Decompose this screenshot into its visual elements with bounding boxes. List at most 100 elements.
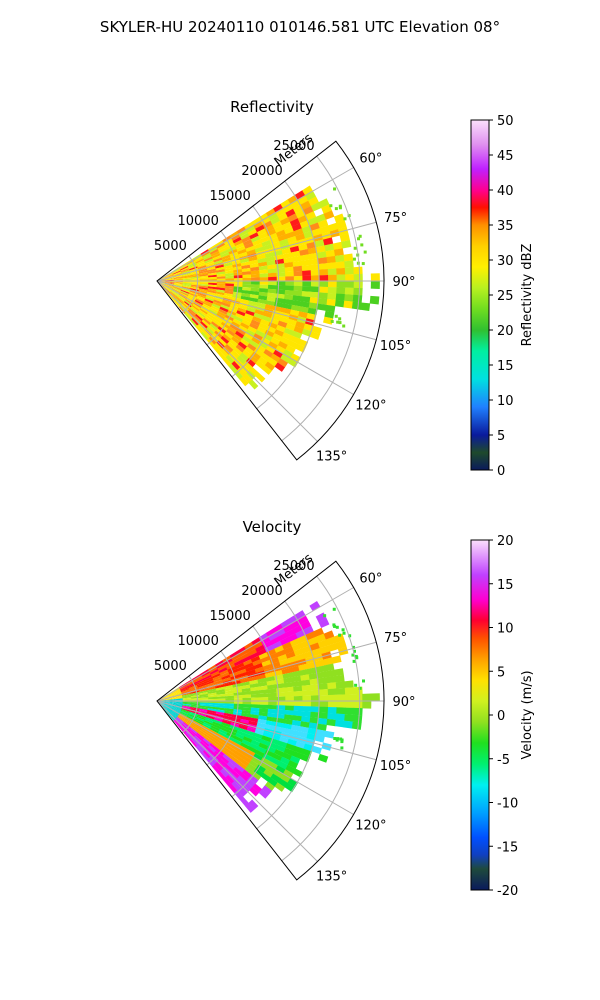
echo-cell — [197, 685, 207, 690]
echo-cell — [196, 259, 206, 266]
echo-cell — [327, 292, 337, 300]
echo-cell — [188, 712, 198, 718]
echo-cell — [284, 709, 294, 716]
echo-cell — [199, 308, 209, 315]
echo-cell — [193, 673, 202, 680]
echo-cell — [207, 692, 217, 696]
echo-cell — [244, 346, 255, 356]
echo-cell — [173, 720, 181, 728]
echo-cell — [250, 704, 261, 709]
echo-cell — [260, 655, 270, 664]
echo-cell — [222, 333, 232, 342]
echo-cell — [190, 708, 200, 712]
echo-cell — [335, 293, 346, 301]
echo-cell — [251, 351, 262, 361]
echo-cell — [215, 269, 226, 273]
echo-cell — [194, 676, 204, 683]
echo-cell — [196, 715, 206, 721]
echo-cell — [236, 646, 247, 655]
echo-cell — [318, 292, 329, 300]
echo-cell — [197, 263, 207, 268]
echo-cell — [250, 739, 261, 747]
echo-cell — [279, 736, 290, 744]
echo-cell — [290, 304, 301, 312]
echo-cell — [224, 687, 234, 692]
echo-cell — [318, 712, 329, 720]
echo-cell — [303, 205, 314, 216]
echo-cell — [172, 706, 182, 711]
echo-cell — [261, 659, 272, 667]
echo-cell — [165, 282, 175, 285]
velocity-sector-outline — [156, 560, 385, 881]
echo-cell — [244, 802, 255, 813]
echo-cell — [315, 633, 327, 643]
echo-cell — [256, 344, 267, 354]
echo-cell — [251, 217, 262, 226]
echo-cell — [327, 286, 337, 294]
echo-cell — [240, 322, 250, 330]
echo-speckle — [338, 321, 342, 325]
echo-cell — [216, 281, 226, 284]
echo-cell — [267, 777, 278, 787]
echo-speckle — [338, 633, 342, 637]
echo-cell — [200, 306, 210, 314]
echo-cell — [328, 701, 338, 708]
range-tick-label: 10000 — [178, 634, 219, 649]
echo-cell — [275, 345, 286, 355]
echo-cell — [282, 752, 293, 761]
echo-cell — [270, 353, 281, 363]
echo-cell — [262, 663, 273, 671]
echo-cell — [190, 706, 200, 711]
echo-cell — [235, 344, 245, 353]
echo-cell — [165, 279, 175, 281]
echo-speckle — [332, 607, 336, 611]
echo-cell — [360, 302, 371, 312]
echo-cell — [241, 267, 252, 273]
echo-cell — [298, 731, 309, 739]
echo-cell — [289, 729, 300, 737]
echo-cell — [250, 690, 260, 695]
azimuth-tick-label: 75° — [384, 211, 407, 226]
echo-cell — [236, 748, 247, 756]
echo-cell — [164, 693, 174, 698]
echo-cell — [261, 315, 272, 323]
echo-cell — [194, 256, 204, 263]
echo-speckle — [363, 250, 367, 254]
echo-cell — [172, 269, 181, 275]
azimuth-tick-label: 120° — [355, 819, 386, 834]
echo-cell — [268, 212, 279, 221]
echo-cell — [210, 305, 220, 312]
velocity-azimuth-ticks: 60° 75° 90° 105° 120° 135° — [316, 572, 416, 885]
echo-cell — [253, 732, 264, 740]
echo-cell — [343, 300, 354, 309]
echo-cell — [289, 309, 300, 317]
echo-cell — [275, 649, 287, 658]
echo-cell — [284, 289, 294, 296]
echo-cell — [203, 721, 213, 728]
echo-cell — [220, 671, 230, 678]
echo-cell — [207, 664, 217, 672]
echo-cell — [264, 361, 276, 371]
echo-cell — [293, 685, 303, 692]
echo-cell — [197, 712, 207, 718]
echo-cell — [310, 689, 320, 696]
echo-cell — [302, 690, 312, 697]
echo-cell — [253, 347, 264, 357]
echo-cell — [179, 292, 189, 298]
echo-cell — [247, 228, 258, 237]
echo-cell — [253, 333, 264, 342]
echo-cell — [216, 707, 226, 711]
echo-cell — [206, 711, 217, 716]
echo-cell — [216, 733, 226, 740]
echo-cell — [191, 304, 200, 312]
echo-cell — [302, 706, 312, 712]
echo-cell — [170, 711, 179, 718]
echo-cell — [180, 290, 190, 296]
echo-cell — [319, 286, 329, 294]
echo-cell — [216, 701, 226, 704]
echo-cell — [198, 690, 208, 694]
echo-cell — [168, 293, 176, 301]
echo-cell — [258, 340, 269, 350]
echo-cell — [219, 669, 229, 676]
echo-cell — [205, 314, 215, 322]
